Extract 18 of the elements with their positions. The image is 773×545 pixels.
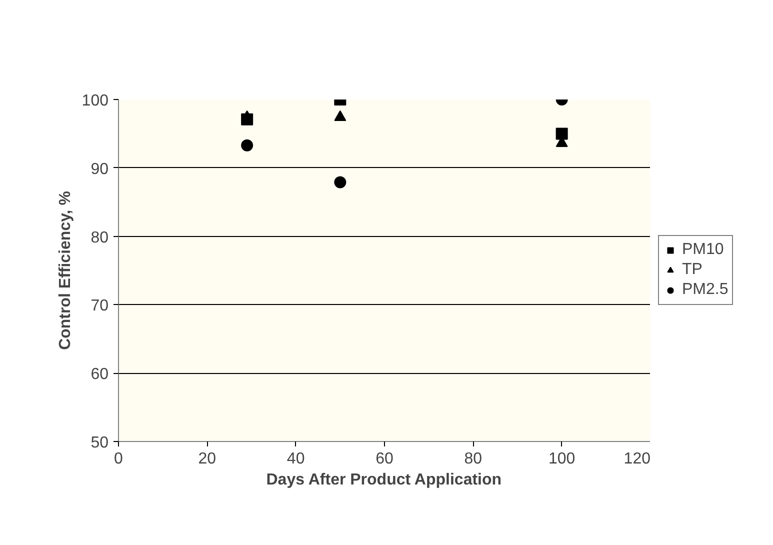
- x-axis-title: Days After Product Application: [266, 472, 502, 488]
- legend-label: PM10: [682, 241, 724, 259]
- y-tick-label: 80: [90, 229, 109, 246]
- x-tick-label: 40: [286, 450, 305, 468]
- y-tick-label: 100: [82, 92, 109, 110]
- x-tick-label: 80: [464, 450, 482, 468]
- x-tick-label: 120: [624, 450, 651, 468]
- x-tick-label: 0: [114, 450, 124, 468]
- y-axis-title: Control Efficiency, %: [56, 191, 74, 350]
- x-tick-label: 20: [198, 450, 216, 468]
- y-tick-label: 90: [90, 160, 109, 178]
- x-tick-label: 60: [376, 450, 394, 468]
- y-tick-label: 50: [90, 434, 109, 452]
- x-tick-label: 100: [548, 450, 576, 468]
- legend-label: TP: [682, 261, 702, 279]
- y-tick-label: 60: [90, 366, 109, 384]
- legend-label: PM2.5: [682, 281, 728, 299]
- y-tick-label: 70: [90, 298, 109, 315]
